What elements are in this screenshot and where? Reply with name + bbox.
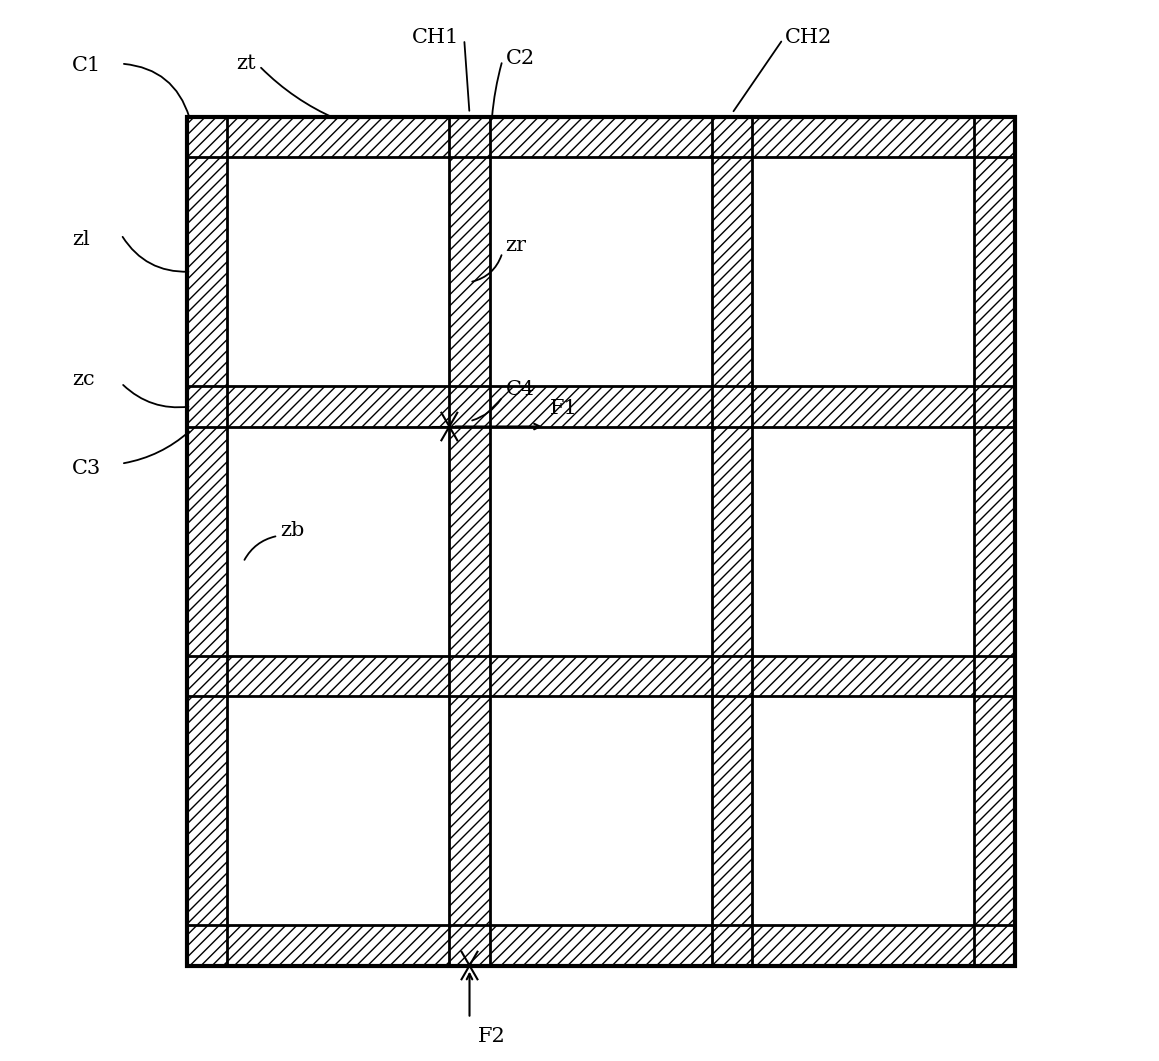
Bar — [489, 427, 712, 656]
Text: zl: zl — [72, 230, 90, 249]
Text: CH2: CH2 — [785, 28, 832, 47]
Bar — [227, 696, 450, 925]
Text: zr: zr — [505, 236, 526, 255]
Bar — [752, 157, 975, 386]
Text: CH1: CH1 — [411, 28, 459, 47]
Text: F2: F2 — [478, 1027, 505, 1046]
Text: zb: zb — [280, 521, 305, 540]
Bar — [752, 427, 975, 656]
Bar — [187, 117, 1014, 966]
Text: C3: C3 — [72, 459, 102, 479]
Text: C1: C1 — [72, 56, 102, 75]
Text: C2: C2 — [505, 49, 534, 68]
Text: C4: C4 — [505, 380, 534, 399]
Bar — [489, 157, 712, 386]
Text: F1: F1 — [551, 399, 578, 418]
Bar — [227, 427, 450, 656]
Bar — [489, 696, 712, 925]
Text: zt: zt — [236, 54, 256, 73]
Text: zc: zc — [72, 370, 95, 389]
Bar — [187, 117, 1014, 966]
Bar — [227, 157, 450, 386]
Bar — [752, 696, 975, 925]
